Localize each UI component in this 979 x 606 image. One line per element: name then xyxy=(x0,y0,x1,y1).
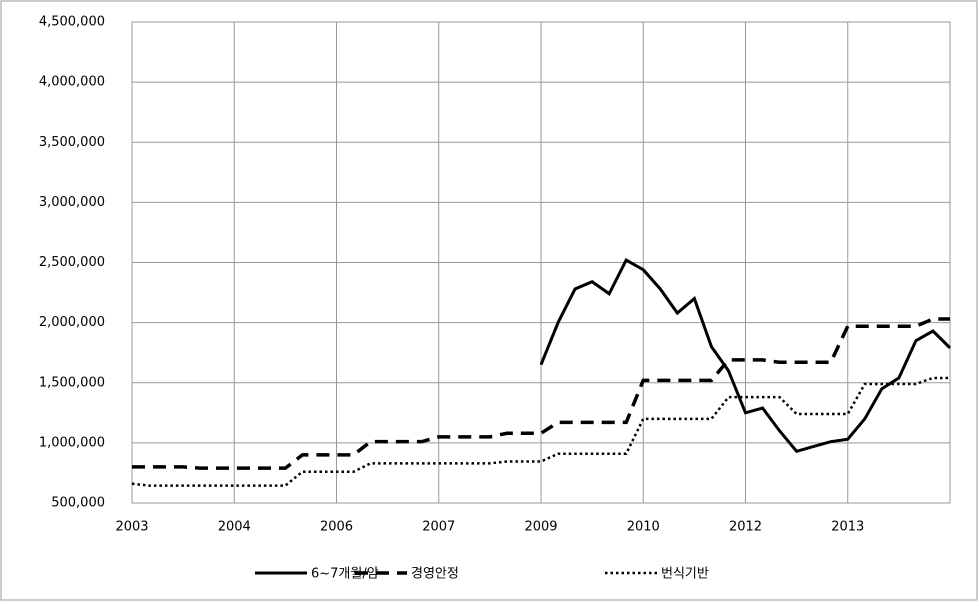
x-tick-label: 2009 xyxy=(524,520,557,535)
y-tick-label: 3,000,000 xyxy=(39,195,105,210)
x-tick-label: 2007 xyxy=(422,520,455,535)
legend-label: 경영안정 xyxy=(411,567,459,582)
x-tick-label: 2003 xyxy=(115,520,148,535)
legend-label: 6~7개월/암 xyxy=(311,567,379,582)
y-tick-label: 2,000,000 xyxy=(39,315,105,330)
y-tick-label: 500,000 xyxy=(51,496,105,511)
x-tick-label: 2013 xyxy=(831,520,864,535)
x-tick-label: 2010 xyxy=(627,520,660,535)
y-tick-label: 4,000,000 xyxy=(39,75,105,90)
series-line xyxy=(539,258,952,454)
legend-label: 번식기반 xyxy=(661,567,709,582)
series-line xyxy=(132,317,950,470)
x-tick-label: 2004 xyxy=(218,520,251,535)
y-tick-label: 3,500,000 xyxy=(39,135,105,150)
x-tick-label: 2006 xyxy=(320,520,353,535)
y-tick-label: 1,000,000 xyxy=(39,435,105,450)
y-tick-label: 4,500,000 xyxy=(39,15,105,30)
y-tick-label: 2,500,000 xyxy=(39,255,105,270)
y-tick-label: 1,500,000 xyxy=(39,375,105,390)
x-tick-label: 2012 xyxy=(729,520,762,535)
